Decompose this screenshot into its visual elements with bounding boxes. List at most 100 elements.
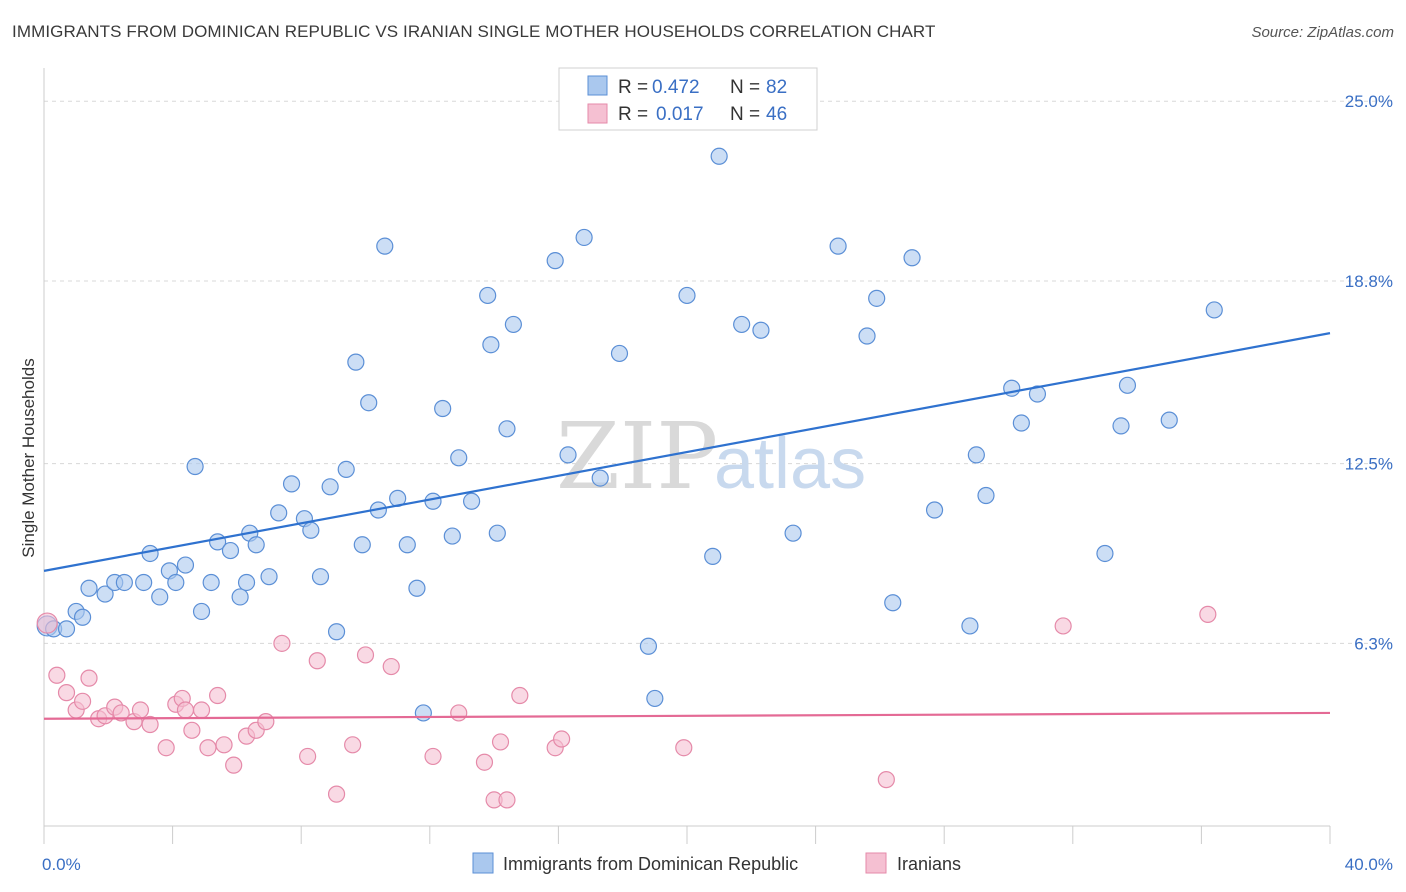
blue-point-4 [73, 608, 92, 626]
blue-point-2 [57, 620, 76, 638]
watermark-zip: ZIP [556, 403, 718, 510]
blue-point-25 [270, 504, 288, 522]
blue-point-9 [135, 573, 153, 592]
blue-point-35 [360, 394, 378, 412]
pink-point-0 [36, 612, 58, 634]
y-tick-label-1: 12.5% [1345, 455, 1393, 474]
blue-point-10 [141, 544, 159, 563]
watermark: ZIP atlas [556, 403, 866, 510]
blue-point-64 [829, 237, 847, 255]
blue-point-5 [80, 579, 98, 597]
blue-point-16 [192, 602, 211, 621]
blue-point-56 [610, 344, 629, 363]
pink-point-33 [450, 704, 468, 722]
pink-point-13 [157, 739, 175, 757]
blue-point-26 [282, 475, 301, 493]
watermark-atlas: atlas [714, 424, 866, 504]
pink-point-44 [1199, 605, 1217, 623]
pink-point-45 [176, 701, 195, 719]
blue-point-40 [408, 579, 426, 597]
x-tick-labels: 0.0% 40.0% [42, 855, 1393, 874]
blue-point-30 [321, 478, 339, 496]
legend-r-value-1: 0.472 [652, 77, 700, 98]
bottom-legend-label-1: Immigrants from Dominican Republic [503, 854, 798, 874]
bottom-legend-swatch-pink [865, 852, 887, 874]
blue-point-19 [221, 541, 240, 560]
pink-point-27 [308, 652, 326, 670]
blue-point-48 [482, 336, 500, 354]
blue-point-43 [434, 399, 452, 418]
bottom-legend-label-2: Iranians [897, 854, 961, 874]
blue-point-23 [247, 536, 265, 554]
pink-point-31 [382, 657, 400, 676]
y-tick-labels: 6.3% 12.5% 18.8% 25.0% [1345, 92, 1393, 653]
blue-point-73 [1028, 385, 1047, 403]
blue-point-57 [639, 637, 658, 655]
pink-point-42 [877, 771, 895, 789]
blue-point-67 [884, 594, 902, 612]
blue-point-6 [96, 585, 114, 603]
pink-point-36 [511, 686, 529, 705]
blue-point-28 [302, 521, 320, 539]
blue-trend-line [43, 332, 1331, 572]
blue-point-61 [733, 315, 751, 334]
pink-point-35 [498, 791, 516, 809]
axes [43, 68, 1331, 844]
blue-point-39 [398, 536, 416, 554]
legend-r-label-2: R = [618, 104, 648, 125]
blue-point-66 [868, 289, 886, 307]
pink-point-26 [299, 747, 317, 766]
pink-point-43 [1054, 617, 1072, 635]
blue-point-21 [237, 573, 256, 592]
blue-point-8 [115, 573, 133, 592]
blue-point-11 [151, 588, 169, 606]
pink-point-17 [192, 701, 211, 719]
blue-point-42 [424, 492, 442, 510]
grid-lines [44, 100, 1392, 644]
blue-point-60 [704, 547, 722, 565]
blue-point-80 [903, 249, 921, 267]
blue-point-20 [231, 588, 249, 606]
data-points [36, 147, 1223, 809]
blue-point-51 [504, 315, 522, 334]
blue-point-14 [176, 556, 195, 574]
pink-point-5 [80, 669, 98, 687]
blue-point-32 [337, 460, 355, 478]
blue-point-53 [559, 446, 577, 464]
blue-point-34 [353, 536, 371, 554]
blue-point-76 [1118, 376, 1137, 394]
pink-point-9 [112, 704, 130, 722]
blue-point-44 [443, 527, 461, 545]
blue-point-79 [710, 147, 728, 165]
blue-point-59 [678, 286, 696, 305]
blue-point-54 [575, 228, 593, 247]
pink-point-29 [344, 736, 362, 754]
pink-point-30 [356, 646, 375, 664]
pink-point-16 [183, 721, 201, 739]
legend-n-label-2: N = [730, 104, 760, 125]
blue-point-31 [327, 623, 346, 641]
blue-point-63 [784, 524, 802, 542]
pink-point-38 [553, 730, 571, 748]
pink-point-39 [491, 733, 510, 751]
blue-point-33 [347, 353, 365, 371]
blue-point-47 [479, 286, 497, 305]
chart-source: Source: ZipAtlas.com [1251, 24, 1394, 41]
blue-point-69 [961, 617, 979, 635]
pink-point-40 [475, 753, 494, 771]
legend-n-label-1: N = [730, 77, 760, 98]
y-axis-label: Single Mother Households [19, 358, 38, 557]
legend: R = 0.472 N = 82 R = 0.017 N = 46 [558, 67, 818, 131]
pink-point-25 [273, 634, 291, 652]
pink-point-11 [131, 701, 150, 719]
blue-point-68 [925, 501, 944, 519]
blue-point-74 [1096, 544, 1114, 563]
blue-point-81 [967, 446, 985, 464]
blue-point-65 [858, 327, 876, 345]
legend-r-label-1: R = [618, 77, 648, 98]
y-tick-label-0: 6.3% [1354, 634, 1393, 653]
blue-point-49 [488, 524, 506, 542]
blue-point-78 [1205, 301, 1223, 319]
legend-n-value-1: 82 [766, 77, 787, 98]
